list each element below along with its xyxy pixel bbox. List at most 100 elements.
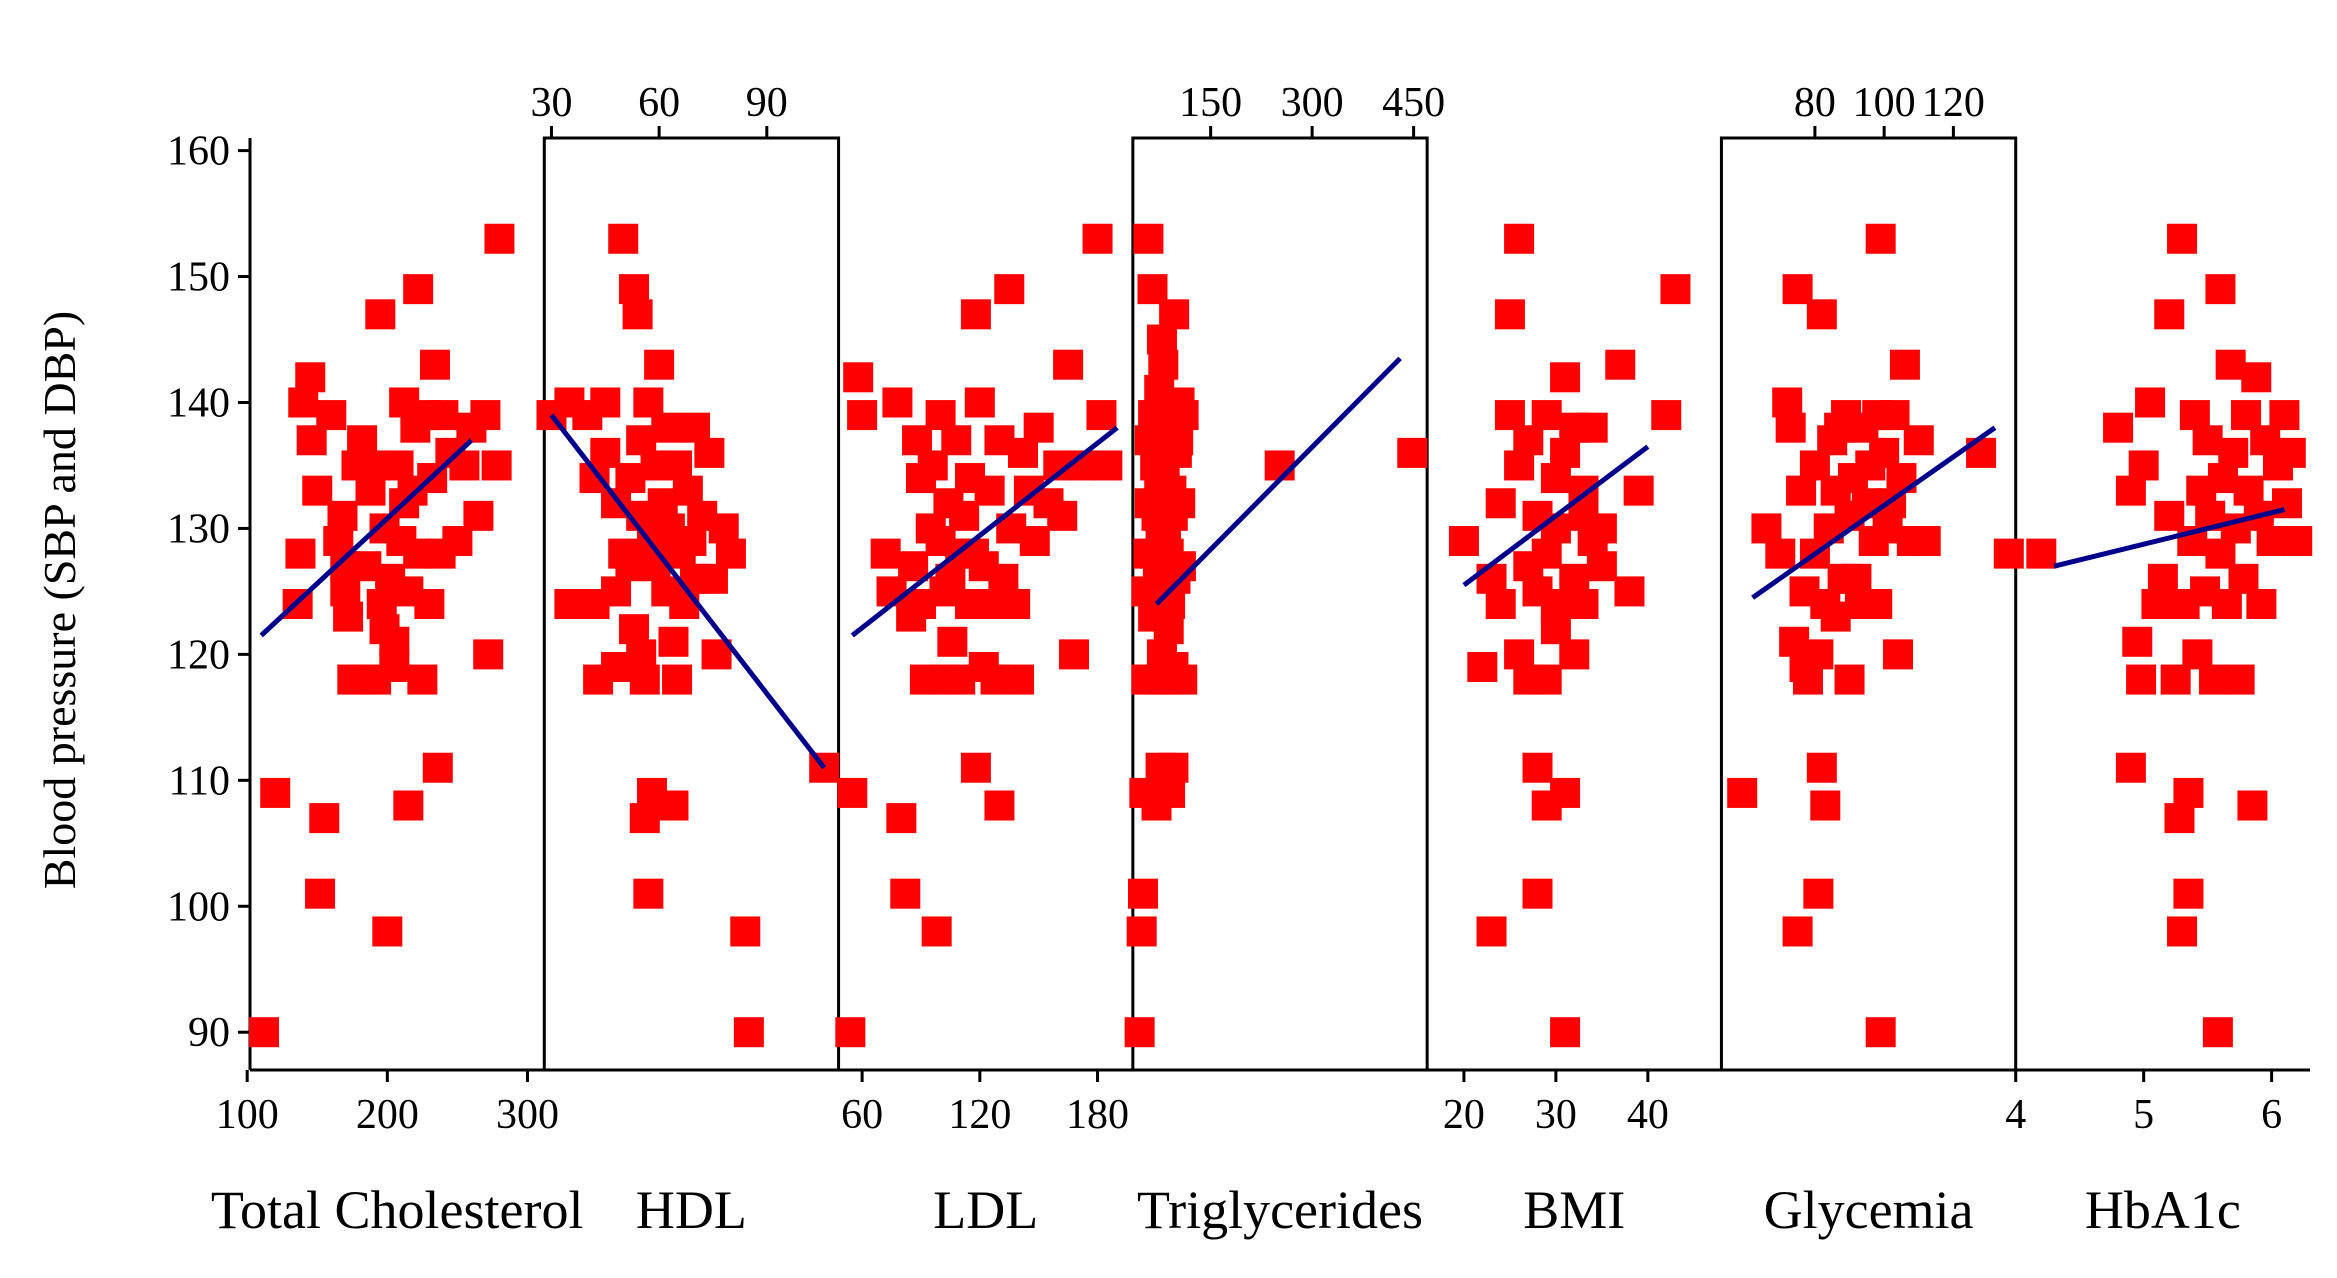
data-point — [414, 589, 445, 619]
data-point — [428, 400, 459, 431]
data-point — [295, 362, 326, 393]
data-point — [2205, 274, 2236, 305]
data-point — [590, 387, 621, 418]
data-point — [2164, 803, 2195, 834]
y-tick-label: 150 — [167, 255, 230, 301]
y-axis-title: Blood pressure (SBP and DBP) — [34, 311, 85, 889]
panel-hba1c: 4 5 6 HbA1c — [2005, 223, 2313, 1240]
data-point — [1834, 664, 1865, 695]
data-point — [697, 563, 728, 594]
data-point — [1869, 437, 1900, 468]
data-point — [379, 651, 410, 682]
data-point — [2115, 475, 2146, 506]
data-point — [937, 626, 968, 657]
data-point — [2122, 626, 2153, 657]
data-point — [2269, 400, 2300, 431]
data-point — [347, 425, 378, 456]
data-point — [890, 878, 921, 909]
data-point — [1092, 450, 1123, 481]
data-point — [1155, 589, 1186, 619]
data-point — [323, 526, 354, 557]
data-point — [2211, 589, 2242, 619]
panel-frame — [1719, 136, 2018, 1072]
data-point — [1605, 349, 1636, 380]
data-point — [285, 538, 316, 569]
data-point — [676, 526, 707, 557]
data-point — [2282, 526, 2313, 557]
data-point — [316, 400, 347, 431]
data-point — [1504, 450, 1535, 481]
data-point — [902, 425, 933, 456]
data-point — [2207, 463, 2238, 494]
data-point — [1586, 551, 1617, 582]
data-point — [1540, 589, 1571, 619]
x-tick-label: 60 — [638, 80, 680, 126]
data-point — [333, 601, 364, 632]
data-point — [1550, 1017, 1581, 1048]
data-point — [1568, 589, 1599, 619]
data-point — [960, 299, 991, 330]
data-point — [1614, 576, 1645, 607]
data-point — [1765, 538, 1796, 569]
data-point — [2179, 400, 2210, 431]
data-point — [1053, 349, 1084, 380]
data-point — [1128, 878, 1159, 909]
data-point — [1504, 639, 1535, 670]
y-tick-label: 130 — [167, 506, 230, 552]
data-point — [615, 463, 646, 494]
data-point — [309, 803, 340, 834]
data-point — [619, 274, 650, 305]
data-point — [1577, 412, 1608, 443]
data-point — [835, 1017, 866, 1048]
data-point — [1879, 400, 1910, 431]
y-tick-label: 110 — [169, 758, 230, 804]
data-point — [672, 475, 703, 506]
y-tick-label: 120 — [167, 632, 230, 678]
data-point — [2182, 639, 2213, 670]
x-tick-label: 90 — [746, 80, 788, 126]
x-tick-label: 60 — [841, 1092, 883, 1138]
data-point — [847, 400, 878, 431]
data-point — [964, 387, 995, 418]
x-tick-label: 120 — [1922, 80, 1985, 126]
panel-title: HDL — [636, 1180, 747, 1240]
data-point — [2154, 500, 2185, 531]
data-point — [694, 437, 725, 468]
data-point — [2154, 299, 2185, 330]
data-point — [1494, 400, 1525, 431]
data-point — [1531, 664, 1562, 695]
data-point — [626, 425, 657, 456]
panel-frame — [542, 136, 841, 1072]
data-point — [1148, 349, 1179, 380]
data-point — [1000, 589, 1031, 619]
data-point — [2115, 752, 2146, 783]
data-point — [355, 475, 386, 506]
data-point — [1660, 274, 1691, 305]
data-point — [1448, 526, 1479, 557]
data-point — [2147, 563, 2178, 594]
panel-title: LDL — [933, 1180, 1038, 1240]
data-point — [1806, 752, 1837, 783]
data-point — [330, 576, 361, 607]
data-point — [1485, 589, 1516, 619]
data-point — [1903, 425, 1934, 456]
data-point — [2228, 563, 2259, 594]
regression-line — [549, 413, 827, 770]
data-point — [1540, 463, 1571, 494]
x-tick-label: 300 — [496, 1092, 559, 1138]
x-tick-label: 300 — [1281, 80, 1344, 126]
data-point — [1485, 488, 1516, 519]
data-point — [2141, 589, 2172, 619]
data-point — [733, 1017, 764, 1048]
data-point — [669, 589, 700, 619]
data-point — [715, 538, 746, 569]
data-point — [626, 639, 657, 670]
data-point — [708, 513, 739, 544]
data-point — [1550, 437, 1581, 468]
data-point — [2128, 450, 2159, 481]
data-point — [1522, 878, 1553, 909]
data-point — [1531, 400, 1562, 431]
data-point — [288, 387, 319, 418]
data-point — [974, 475, 1005, 506]
